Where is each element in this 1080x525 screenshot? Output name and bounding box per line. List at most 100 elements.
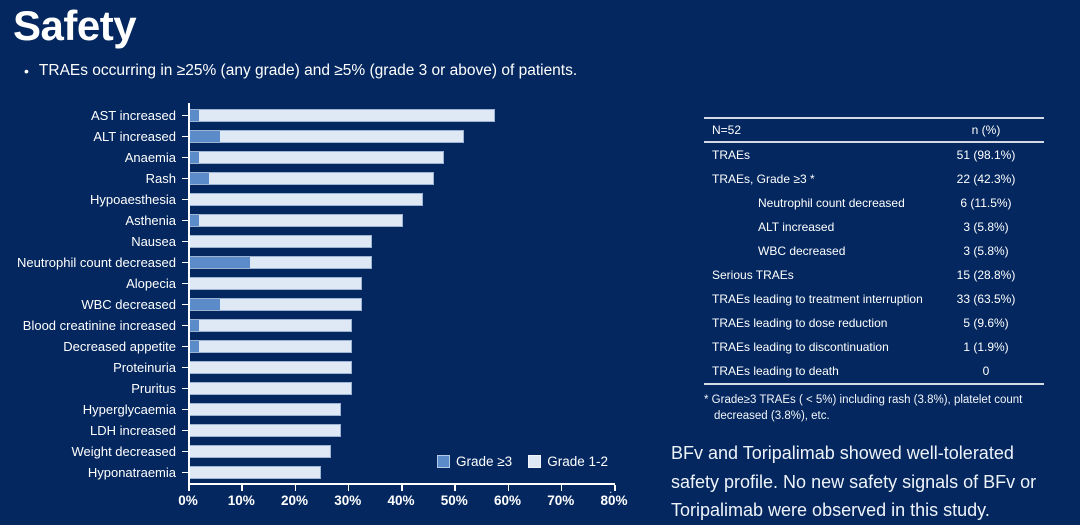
x-axis-tick [560,485,563,491]
bar-area [188,378,614,399]
chart-row: Hyperglycaemia [12,399,614,420]
table-row-value: 15 (28.8%) [956,268,1016,282]
bar-area [188,399,614,420]
chart-rows: AST increased ALT increased Anaemia Rash Hyp… [12,105,614,483]
safety-summary-table: N=52 n (%) TRAEs 51 (98.1%) TRAEs, Grade ≥… [704,117,1044,424]
table-row-value: 0 [982,364,990,378]
chart-row: Anaemia [12,147,614,168]
category-label: Rash [12,168,188,189]
table-row-value: 3 (5.8%) [963,244,1009,258]
y-axis-tick [182,450,188,453]
bullet-text: TRAEs occurring in ≥25% (any grade) and … [38,62,578,79]
grade12-segment [189,278,362,289]
stacked-bar [188,256,373,269]
x-axis-tick [347,485,350,491]
category-label: WBC decreased [12,294,188,315]
stacked-bar [188,151,445,164]
x-tick-label: 30% [334,493,362,508]
chart-row: Blood creatinine increased [12,315,614,336]
legend-label: Grade ≥3 [456,454,513,469]
y-axis-line [188,103,190,484]
table-row-label: Serious TRAEs [712,268,794,282]
stacked-bar [188,172,434,185]
stacked-bar [188,361,352,374]
grade12-segment [219,131,464,142]
bar-area [188,357,614,378]
stacked-bar [188,382,352,395]
x-tick-label: 80% [600,493,628,508]
category-label: Proteinuria [12,357,188,378]
grade12-segment [189,236,372,247]
conclusion-line: safety profile. No new safety signals of… [671,471,1037,492]
table-row: TRAEs leading to discontinuation 1 (1.9%) [704,335,1044,359]
grade12-segment [189,404,341,415]
stacked-bar [188,340,352,353]
table-row-value: 3 (5.8%) [963,220,1009,234]
table-row-label: Neutrophil count decreased [758,196,905,210]
legend-item: Grade ≥3 [437,454,512,469]
y-axis-tick [182,198,188,201]
stacked-bar [188,298,363,311]
x-tick-label: 20% [280,493,309,508]
table-body: TRAEs 51 (98.1%) TRAEs, Grade ≥3 * 22 (42.3… [704,143,1044,385]
table-row-label: ALT increased [758,220,835,234]
y-axis-tick [182,387,188,390]
grade12-segment [198,320,351,331]
grade3-segment [189,110,200,121]
legend-swatch-icon [437,455,450,468]
y-axis-tick [182,261,188,264]
y-axis-tick [182,324,188,327]
table-row: TRAEs leading to dose reduction 5 (9.6%) [704,311,1044,335]
x-axis-tick [241,485,243,491]
table-row-label: TRAEs leading to discontinuation [712,340,889,354]
grade12-segment [199,215,403,226]
grade12-segment [189,425,341,436]
y-axis-tick [182,177,188,180]
y-axis-tick [182,429,188,432]
stacked-bar [188,445,332,458]
x-axis-tick [401,485,403,491]
x-axis-line [188,483,615,485]
chart-row: Rash [12,168,614,189]
bullet-line: • TRAEs occurring in ≥25% (any grade) an… [24,62,577,81]
grade12-segment [189,383,351,394]
stacked-bar [188,277,363,290]
y-axis-tick [182,303,188,306]
bar-area [188,168,614,189]
category-label: Hyponatraemia [12,462,188,483]
bar-area [188,336,614,357]
category-label: Anaemia [12,147,188,168]
category-label: Hyperglycaemia [12,399,188,420]
y-axis-tick [182,240,188,243]
x-tick-label: 70% [547,493,575,508]
legend-swatch-icon [528,455,542,468]
table-row: Serious TRAEs 15 (28.8%) [704,263,1044,287]
category-label: Decreased appetite [12,336,188,357]
table-row: ALT increased 3 (5.8%) [704,215,1044,239]
table-header-value: n (%) [971,123,1001,137]
x-axis-tick [454,485,456,491]
stacked-bar [188,214,404,227]
x-axis-tick [507,485,510,491]
bar-area [188,273,614,294]
x-axis: . 0% 10% 20% 30% 40% 50% 60% 70% 80% [178,482,627,520]
x-tick-label: 40% [387,493,415,508]
table-row: Neutrophil count decreased 6 (11.5%) [704,191,1044,215]
table-row-label: TRAEs leading to dose reduction [712,316,888,330]
stacked-bar [188,130,465,143]
bar-area [188,231,614,252]
chart-row: Pruritus [12,378,614,399]
table-row-label: TRAEs leading to treatment interruption [712,292,923,306]
grade3-segment [189,320,199,331]
y-axis-tick [182,114,188,117]
grade3-segment [189,152,200,163]
table-row: TRAEs leading to death 0 [704,359,1044,383]
traes-bar-chart: AST increased ALT increased Anaemia Rash Hyp… [12,103,660,521]
chart-row: Alopecia [12,273,614,294]
x-axis-tick [614,485,616,491]
table-row-value: 22 (42.3%) [956,172,1016,186]
table-row-value: 33 (63.5%) [956,292,1016,306]
conclusion-text: BFv and Toripalimab showed well-tolerate… [671,439,1036,525]
chart-legend: Grade ≥3 Grade 1-2 [437,454,608,469]
